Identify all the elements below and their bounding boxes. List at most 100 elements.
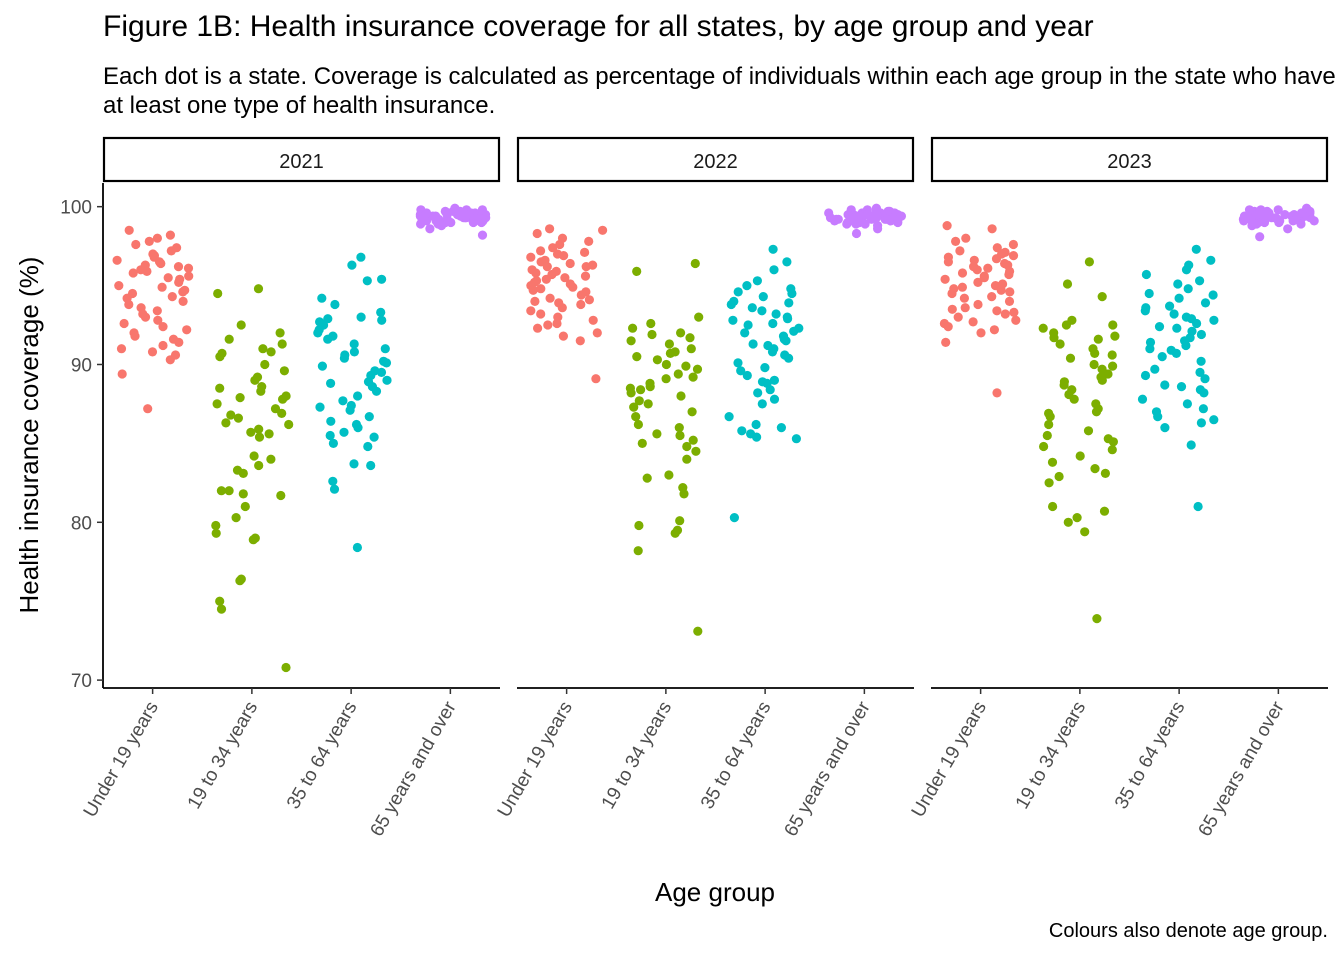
data-point (576, 290, 586, 300)
data-point (526, 252, 536, 262)
data-point (1005, 266, 1015, 276)
data-point (221, 418, 231, 428)
data-point (781, 336, 791, 346)
data-point (670, 528, 680, 538)
data-point (1083, 426, 1094, 436)
data-point (676, 328, 686, 338)
data-point (1244, 205, 1255, 215)
data-point (647, 329, 657, 340)
x-axis-label: Age group (655, 877, 775, 907)
data-point (326, 378, 336, 388)
data-point (543, 320, 553, 330)
data-point (769, 394, 780, 404)
data-point (1196, 356, 1206, 366)
data-point (380, 344, 390, 354)
data-point (1191, 244, 1201, 254)
data-point (330, 299, 340, 310)
data-point (528, 285, 538, 295)
data-point (959, 293, 970, 303)
data-point (119, 318, 129, 329)
data-point (983, 263, 993, 273)
data-point (1183, 284, 1193, 294)
data-point (724, 412, 734, 422)
data-point (580, 271, 591, 281)
y-tick-label: 90 (71, 355, 92, 376)
data-point (1160, 423, 1170, 433)
data-point (1011, 315, 1021, 325)
data-point (661, 359, 672, 370)
data-point (238, 468, 248, 478)
data-point (1110, 331, 1120, 341)
data-point (117, 369, 127, 379)
data-point (992, 306, 1002, 316)
data-point (349, 347, 359, 357)
data-point (953, 312, 963, 322)
chart-subtitle: Each dot is a state. Coverage is calcula… (103, 63, 1336, 119)
data-point (1108, 437, 1118, 447)
y-tick-label: 100 (60, 198, 92, 219)
data-point (737, 426, 747, 436)
data-point (240, 501, 250, 512)
data-point (768, 318, 778, 329)
data-point (1196, 329, 1206, 340)
data-point (1069, 394, 1079, 404)
data-point (626, 336, 636, 346)
data-point (1108, 361, 1118, 371)
data-point (1186, 314, 1197, 324)
data-point (626, 388, 636, 398)
x-tick-label: 65 years and over (1194, 697, 1289, 840)
data-point (633, 546, 643, 556)
data-point (442, 210, 452, 220)
data-point (128, 268, 138, 278)
data-point (153, 315, 163, 325)
data-point (231, 513, 241, 523)
data-point (1090, 464, 1100, 474)
data-point (1080, 527, 1090, 537)
data-point (947, 304, 957, 314)
data-point (987, 292, 997, 302)
data-point (691, 446, 701, 456)
data-point (275, 328, 285, 338)
data-point (363, 441, 373, 452)
data-point (1273, 205, 1283, 215)
data-point (173, 262, 184, 272)
data-point (356, 312, 366, 322)
data-point (748, 339, 758, 349)
data-point (862, 210, 873, 220)
data-point (1255, 206, 1265, 216)
data-point (477, 230, 488, 240)
data-point (124, 299, 134, 310)
data-point (1296, 208, 1307, 218)
data-point (688, 435, 698, 445)
x-tick-label: 35 to 64 years (1111, 698, 1189, 813)
data-point (1209, 315, 1219, 325)
data-point (628, 323, 638, 333)
data-point (1047, 457, 1058, 467)
facet-strip-label: 2022 (693, 151, 738, 173)
data-point (246, 427, 256, 437)
data-point (1157, 352, 1167, 362)
data-point (131, 239, 141, 250)
data-point (575, 336, 585, 346)
data-point (326, 416, 336, 426)
data-point (317, 361, 327, 371)
x-tick-label: Under 19 years (494, 698, 577, 821)
data-point (1252, 219, 1262, 229)
data-point (157, 282, 167, 292)
data-point (315, 402, 325, 412)
data-point (1099, 506, 1110, 516)
data-point (551, 266, 561, 276)
data-point (250, 375, 260, 385)
data-point (329, 484, 340, 494)
data-point (558, 331, 569, 341)
data-point (349, 459, 359, 469)
data-point (158, 322, 168, 332)
data-point (184, 271, 194, 281)
data-point (1044, 419, 1054, 430)
data-point (851, 228, 862, 239)
data-point (338, 396, 348, 406)
data-point (943, 257, 954, 267)
data-point (356, 252, 366, 262)
data-point (452, 210, 463, 220)
data-point (692, 364, 703, 374)
